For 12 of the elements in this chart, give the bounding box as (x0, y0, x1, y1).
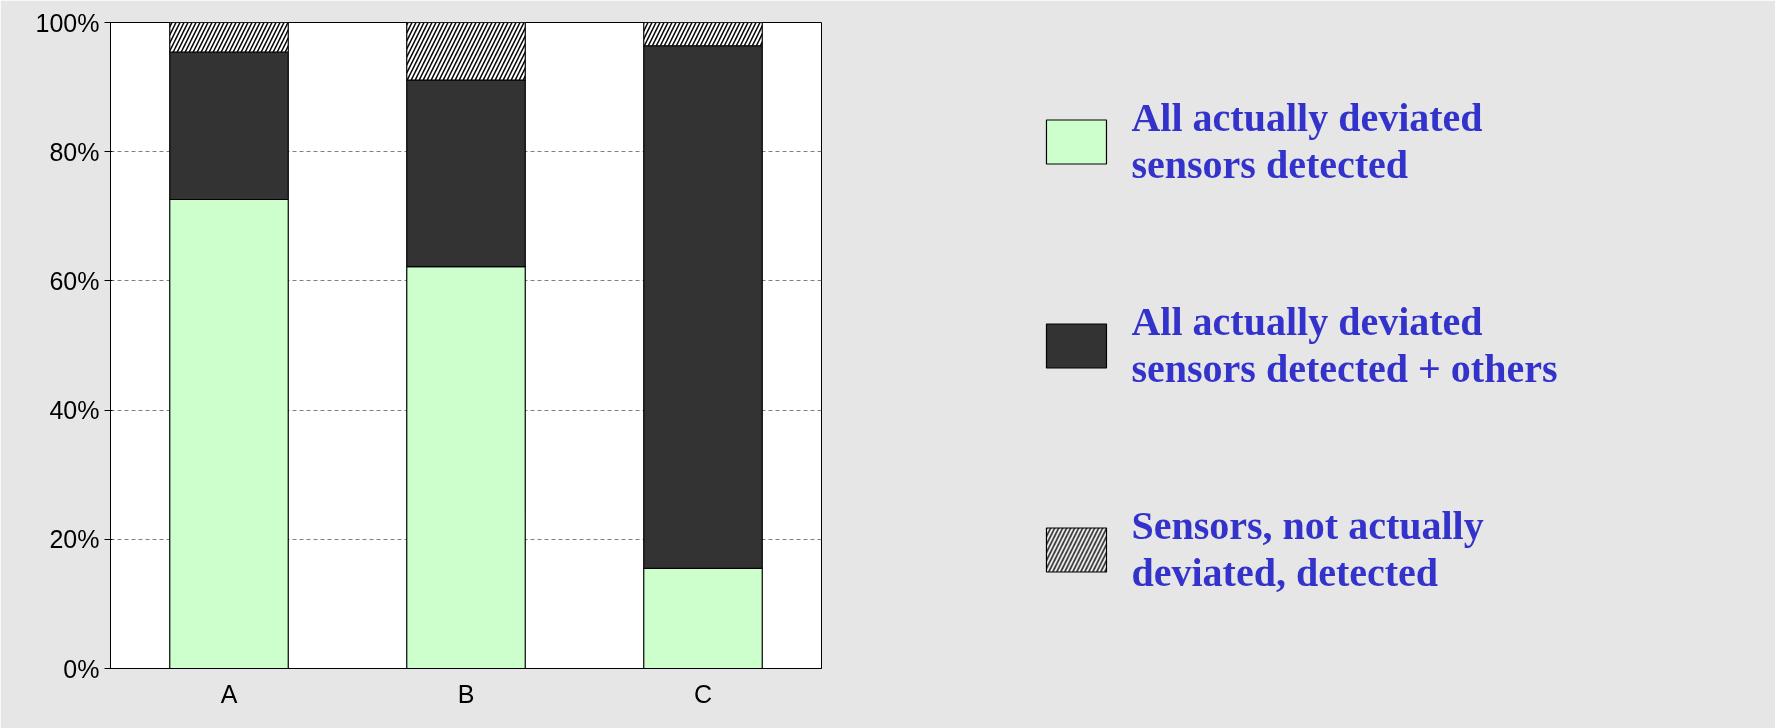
y-tick-label: 100% (35, 8, 100, 37)
y-tick-label: 80% (49, 137, 100, 166)
y-tick-label: 40% (49, 396, 100, 425)
x-tick-label: C (693, 679, 713, 708)
x-tick-label: A (220, 679, 238, 708)
y-tick-label: 20% (49, 525, 100, 554)
legend-label: All actually deviated sensors detected + others (1131, 298, 1558, 392)
legend-label: All actually deviated sensors detected (1131, 94, 1483, 188)
y-tick-label: 0% (63, 654, 100, 683)
x-tick-label: B (457, 679, 475, 708)
y-tick-label: 60% (49, 266, 100, 295)
legend-label: Sensors, not actually deviated, detected (1131, 502, 1484, 596)
